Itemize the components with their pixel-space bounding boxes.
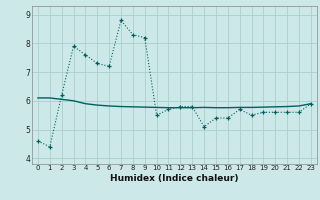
- X-axis label: Humidex (Indice chaleur): Humidex (Indice chaleur): [110, 174, 239, 183]
